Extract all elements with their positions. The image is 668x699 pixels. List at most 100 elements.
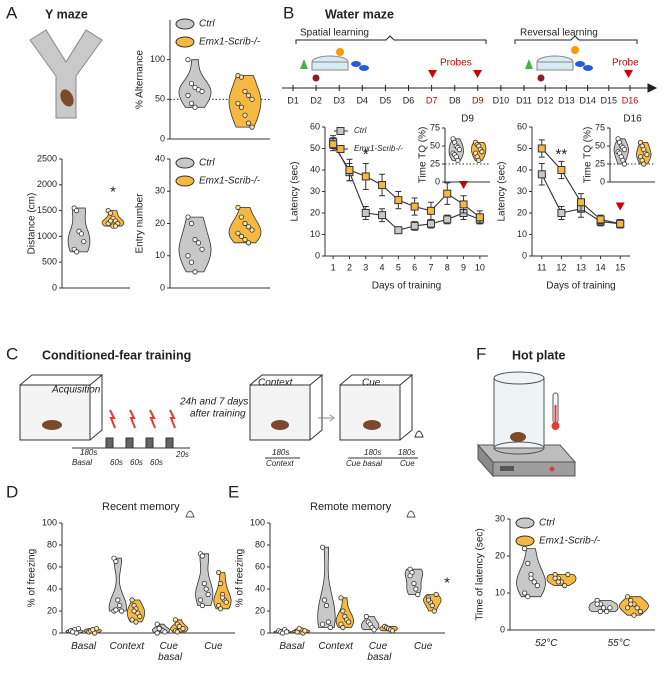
data-point	[624, 594, 631, 600]
y-tick-label: 1000	[37, 231, 57, 241]
y-tick-label: 80	[47, 539, 57, 549]
data-point	[363, 613, 369, 620]
probe-marker	[615, 202, 625, 211]
data-point	[118, 608, 125, 614]
data-point	[389, 628, 396, 634]
data-point	[616, 219, 625, 228]
y-tick-label: 2500	[37, 153, 57, 163]
data-point	[113, 607, 119, 613]
data-point	[537, 170, 546, 179]
data-point	[185, 253, 191, 259]
data-point	[410, 221, 419, 230]
legend-label: Ctrl	[199, 158, 215, 169]
data-point	[113, 558, 119, 565]
annotation: **	[556, 146, 568, 163]
phase-label: Reversal learning	[520, 28, 598, 39]
data-point	[172, 617, 179, 623]
x-axis-label: Days of training	[372, 281, 441, 292]
probe-label: Probes	[440, 58, 472, 69]
y-tick-label: 10	[155, 250, 165, 260]
data-point	[597, 608, 603, 615]
data-point	[235, 100, 241, 106]
data-point	[199, 88, 205, 95]
day-label: D11	[516, 95, 532, 105]
data-point	[407, 573, 413, 579]
y-tick-label: 0	[52, 282, 57, 292]
panel-title: Conditioned-fear training	[42, 348, 191, 362]
data-point	[340, 624, 346, 631]
fear-label: Cue	[400, 459, 415, 468]
y-axis-label: Entry number	[135, 193, 146, 254]
y-tick-label: 40	[255, 583, 265, 593]
data-point	[607, 605, 613, 611]
y-axis-label: Latency (sec)	[497, 161, 508, 221]
panel-label: E	[228, 482, 239, 501]
data-point	[425, 597, 432, 603]
data-point	[176, 623, 182, 630]
y-axis-label: Time TQ (%)	[583, 127, 594, 184]
data-point	[217, 606, 224, 612]
y-maze-icon	[29, 29, 103, 119]
x-tick-label: 6	[412, 262, 417, 272]
panel-label: B	[283, 3, 294, 22]
data-point	[621, 161, 628, 167]
data-point	[242, 88, 248, 95]
data-point	[361, 209, 370, 217]
fear-label: 180s	[398, 448, 415, 457]
data-point	[319, 621, 326, 627]
y-tick-label: 0	[500, 624, 505, 634]
pool-icon	[300, 46, 593, 82]
x-tick-label: 52°C	[535, 638, 558, 649]
fear-label: 24h and 7 days	[179, 397, 248, 408]
y-tick-label: 40	[47, 583, 57, 593]
y-tick-label: 20	[310, 207, 320, 217]
y-tick-label: 20	[47, 605, 57, 615]
data-point	[555, 579, 561, 585]
data-point	[199, 246, 205, 252]
chart-title: Remote memory	[310, 501, 392, 513]
data-point	[192, 237, 198, 243]
data-point	[644, 152, 650, 158]
data-point	[199, 602, 205, 609]
day-label: D9	[472, 95, 484, 105]
data-point	[216, 569, 222, 576]
y-tick-label: 0	[435, 176, 440, 186]
x-tick-label: 8	[445, 262, 450, 272]
data-point	[201, 580, 207, 587]
violin	[317, 546, 336, 628]
data-point	[426, 219, 435, 228]
data-point	[219, 595, 226, 601]
y-tick-label: 0	[52, 627, 57, 637]
y-tick-label: 2000	[37, 179, 57, 189]
data-point	[283, 629, 290, 635]
panel-title: Y maze	[45, 7, 88, 21]
data-point	[443, 215, 452, 224]
day-label: D13	[558, 95, 575, 105]
y-tick-label: 60	[517, 121, 527, 131]
y-axis-label: % of freezing	[27, 549, 38, 607]
x-tick-label: 5	[396, 262, 401, 272]
data-point	[174, 629, 180, 635]
data-point	[78, 231, 84, 237]
day-label: D3	[333, 95, 345, 105]
y-tick-label: 500	[42, 257, 57, 267]
data-point	[188, 100, 195, 106]
day-label: D4	[357, 95, 369, 105]
data-point	[162, 629, 168, 635]
day-label: D6	[403, 95, 415, 105]
x-tick-label: 10	[475, 262, 485, 272]
data-point	[557, 166, 566, 174]
phase-label: Spatial learning	[300, 28, 369, 39]
data-point	[455, 157, 461, 163]
x-tick-label: Cue	[414, 641, 433, 652]
data-point	[413, 586, 419, 592]
violin	[178, 216, 212, 273]
bell-icon	[185, 510, 416, 518]
data-point	[604, 608, 610, 615]
data-point	[456, 147, 463, 153]
hot-plate-icon	[476, 371, 577, 478]
data-point	[185, 214, 191, 220]
y-axis-label: % Alternance	[135, 50, 146, 109]
data-point	[411, 580, 417, 587]
